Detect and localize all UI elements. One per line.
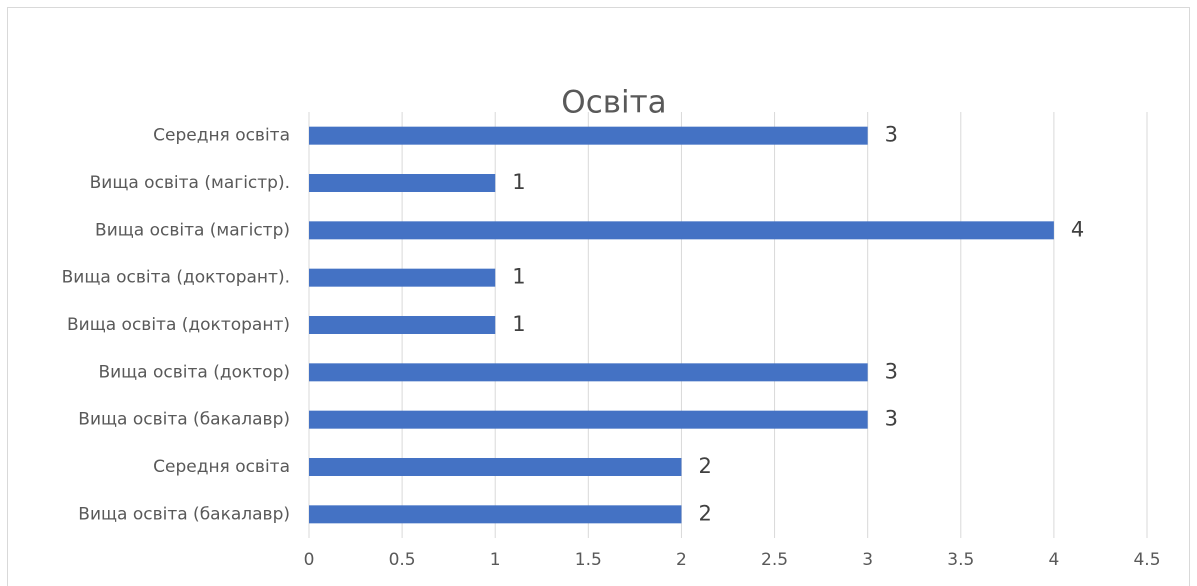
chart-frame [7, 7, 1190, 586]
data-label: 4 [1071, 217, 1084, 241]
bar [309, 316, 496, 334]
bar [309, 221, 1054, 240]
x-tick-label: 4 [1048, 550, 1059, 570]
bar [309, 363, 868, 382]
data-label: 3 [885, 123, 898, 147]
x-tick-label: 0.5 [389, 550, 416, 570]
y-tick-label: Вища освіта (магістр). [90, 173, 290, 193]
data-label: 3 [885, 359, 898, 383]
bar [309, 505, 682, 524]
data-label: 1 [512, 312, 525, 336]
data-label: 3 [885, 407, 898, 431]
y-tick-label: Вища освіта (бакалавр) [78, 410, 290, 430]
x-tick-label: 4.5 [1133, 550, 1160, 570]
x-tick-label: 3.5 [947, 550, 974, 570]
data-label: 1 [512, 265, 525, 289]
bar [309, 458, 682, 476]
x-tick-label: 0 [304, 550, 315, 570]
data-label: 2 [698, 454, 711, 478]
bar [309, 126, 868, 145]
data-label: 1 [512, 170, 525, 194]
y-tick-label: Вища освіта (доктор) [98, 362, 290, 382]
x-tick-label: 2.5 [761, 550, 788, 570]
y-tick-label: Вища освіта (бакалавр) [78, 504, 290, 524]
bar [309, 268, 496, 287]
y-tick-label: Середня освіта [153, 457, 290, 477]
bar [309, 174, 496, 192]
data-label: 2 [698, 501, 711, 525]
y-tick-label: Середня освіта [153, 126, 290, 146]
y-tick-label: Вища освіта (докторант) [67, 315, 290, 335]
chart-title: Освіта [561, 85, 666, 121]
x-tick-label: 2 [676, 550, 687, 570]
y-tick-label: Вища освіта (магістр) [95, 220, 290, 240]
bar [309, 410, 868, 429]
y-tick-label: Вища освіта (докторант). [62, 268, 290, 288]
x-tick-label: 1 [490, 550, 501, 570]
x-tick-label: 3 [862, 550, 873, 570]
x-tick-label: 1.5 [575, 550, 602, 570]
